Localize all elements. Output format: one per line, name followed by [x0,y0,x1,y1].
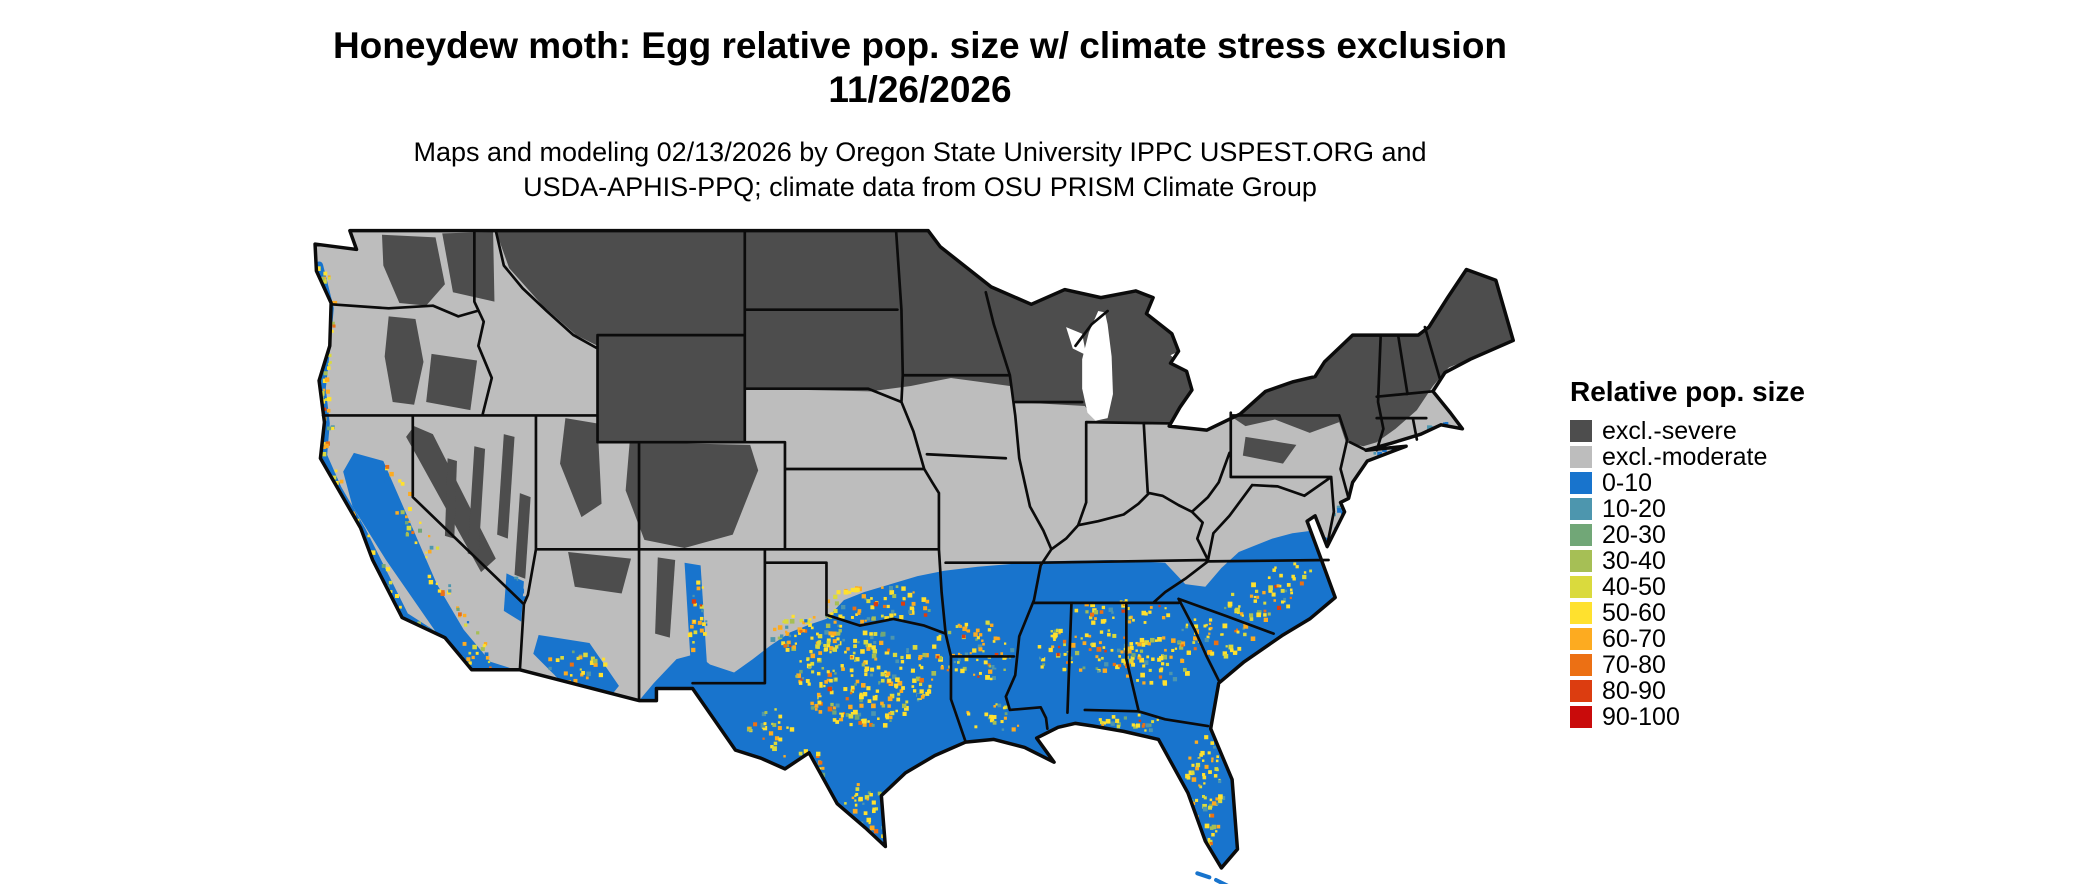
legend-label: 30-40 [1602,547,1666,575]
lake-michigan [1082,311,1113,421]
us-map [308,228,1527,884]
legend-row: 80-90 [1570,678,1805,704]
legend-label: excl.-severe [1602,417,1737,445]
legend-row: 0-10 [1570,470,1805,496]
legend-label: excl.-moderate [1602,443,1768,471]
title-block: Honeydew moth: Egg relative pop. size w/… [0,24,1840,206]
florida-keys [1195,871,1229,884]
state-borders [321,229,1441,744]
legend-row: excl.-moderate [1570,444,1805,470]
legend: Relative pop. size excl.-severe excl.-mod… [1570,376,1805,730]
legend-label: 80-90 [1602,677,1666,705]
legend-label: 70-80 [1602,651,1666,679]
map-subtitle-line1: Maps and modeling 02/13/2026 by Oregon S… [413,137,1427,168]
legend-row: 10-20 [1570,496,1805,522]
legend-swatch [1570,420,1592,442]
legend-row: 40-50 [1570,574,1805,600]
legend-swatch [1570,498,1592,520]
legend-swatch [1570,628,1592,650]
legend-row: excl.-severe [1570,418,1805,444]
legend-label: 0-10 [1602,469,1653,497]
legend-label: 90-100 [1602,703,1680,731]
legend-swatch [1570,706,1592,728]
legend-row: 30-40 [1570,548,1805,574]
legend-swatch [1570,576,1592,598]
legend-swatch [1570,446,1592,468]
legend-label: 60-70 [1602,625,1666,653]
map-title: Honeydew moth: Egg relative pop. size w/… [332,25,1508,66]
legend-rows: excl.-severe excl.-moderate 0-10 10-20 20-30… [1570,418,1805,730]
green-bay [1066,327,1087,356]
legend-row: 90-100 [1570,704,1805,730]
legend-row: 60-70 [1570,626,1805,652]
us-map-svg [313,228,1515,884]
map-subtitle-line2: USDA-APHIS-PPQ; climate data from OSU PR… [523,172,1317,203]
map-title-date: 11/26/2026 [828,68,1012,110]
legend-row: 20-30 [1570,522,1805,548]
legend-title: Relative pop. size [1570,376,1805,407]
legend-label: 50-60 [1602,599,1666,627]
legend-swatch [1570,680,1592,702]
legend-swatch [1570,472,1592,494]
legend-label: 20-30 [1602,521,1666,549]
legend-row: 70-80 [1570,652,1805,678]
legend-swatch [1570,654,1592,676]
legend-swatch [1570,550,1592,572]
legend-swatch [1570,524,1592,546]
legend-swatch [1570,602,1592,624]
legend-label: 10-20 [1602,495,1666,523]
legend-row: 50-60 [1570,600,1805,626]
excl-severe-regions [381,230,1514,638]
legend-label: 40-50 [1602,573,1666,601]
